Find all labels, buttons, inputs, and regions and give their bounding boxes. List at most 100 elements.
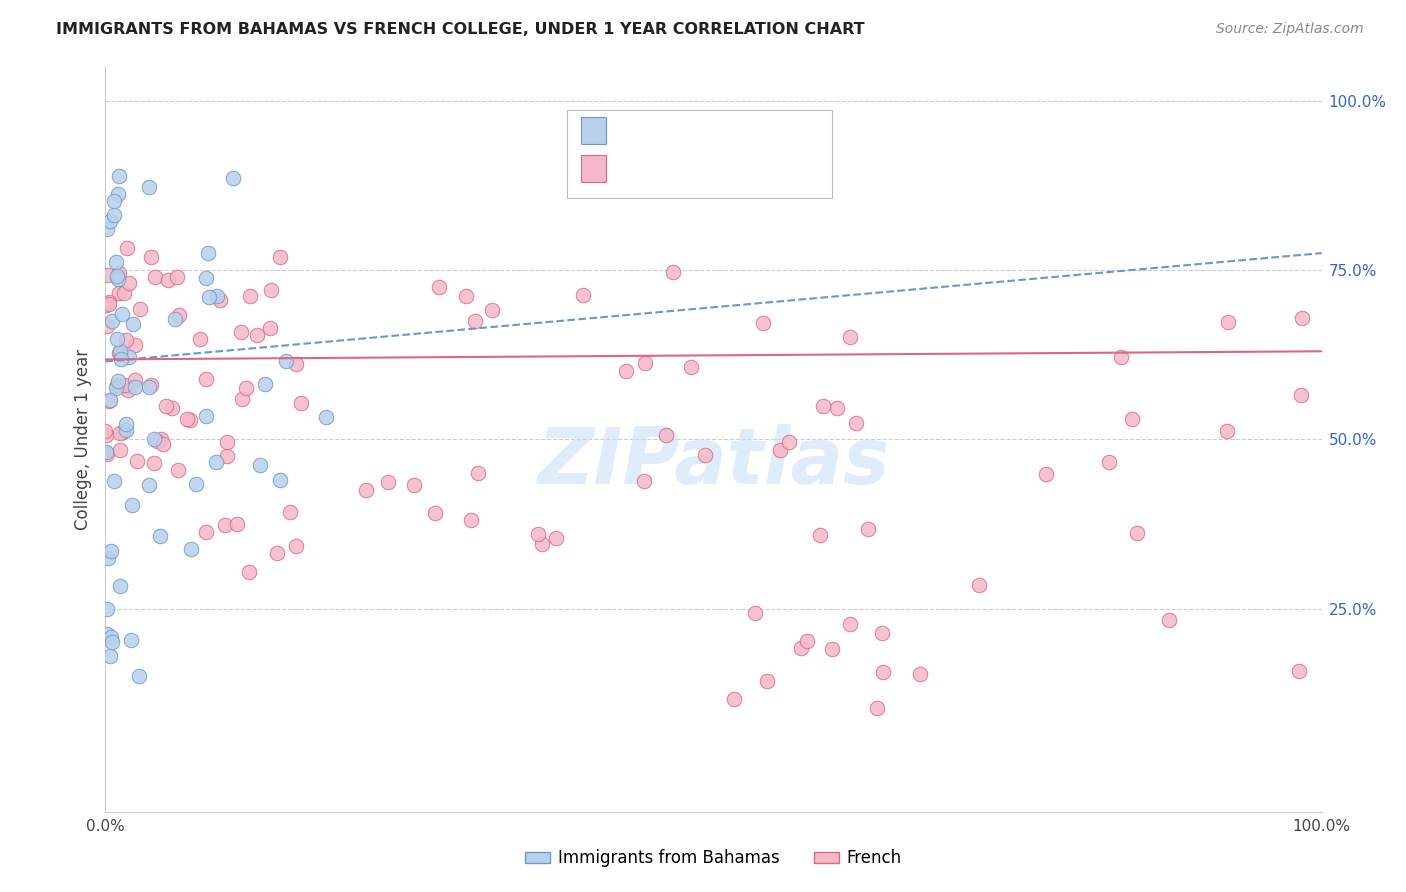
Point: [107, 378, 129, 392]
Point: [527, 527, 550, 541]
Point: [94, 298, 117, 312]
Point: [108, 442, 131, 457]
Point: [1109, 350, 1132, 364]
Point: [838, 329, 860, 343]
Point: [195, 372, 218, 386]
Point: [744, 606, 766, 620]
Point: [122, 317, 145, 331]
Point: [96, 318, 118, 333]
Point: [115, 334, 138, 348]
Point: [204, 455, 226, 469]
Point: [101, 634, 124, 648]
Point: [96, 222, 118, 236]
Point: [108, 579, 131, 593]
Text: Source: ZipAtlas.com: Source: ZipAtlas.com: [1216, 22, 1364, 37]
Text: IMMIGRANTS FROM BAHAMAS VS FRENCH COLLEGE, UNDER 1 YEAR CORRELATION CHART: IMMIGRANTS FROM BAHAMAS VS FRENCH COLLEG…: [56, 22, 865, 37]
Point: [145, 269, 167, 284]
Point: [155, 400, 177, 414]
Point: [839, 616, 862, 631]
Point: [98, 392, 121, 407]
Point: [111, 307, 134, 321]
Point: [97, 295, 120, 310]
Point: [96, 627, 118, 641]
Point: [117, 384, 139, 398]
Point: [107, 272, 129, 286]
Point: [105, 332, 128, 346]
Point: [105, 255, 128, 269]
Point: [246, 328, 269, 343]
Point: [238, 565, 260, 579]
Point: [872, 626, 894, 640]
Text: 55: 55: [755, 121, 778, 139]
Point: [127, 453, 149, 467]
Point: [129, 301, 152, 316]
Point: [103, 194, 125, 208]
Point: [290, 396, 312, 410]
Point: [107, 187, 129, 202]
Text: R =: R =: [617, 160, 655, 178]
Point: [423, 506, 446, 520]
Point: [110, 352, 132, 367]
Point: [221, 171, 243, 186]
Point: [354, 483, 377, 497]
Point: [167, 463, 190, 477]
Point: [176, 412, 198, 426]
Point: [278, 505, 301, 519]
Point: [138, 380, 160, 394]
Point: [180, 541, 202, 556]
Point: [194, 270, 217, 285]
Point: [810, 528, 832, 542]
Point: [467, 466, 489, 480]
Point: [231, 392, 253, 406]
Text: 0.025: 0.025: [658, 121, 710, 139]
Point: [239, 289, 262, 303]
Point: [184, 477, 207, 491]
Point: [103, 474, 125, 488]
Point: [197, 246, 219, 260]
Point: [789, 640, 811, 655]
Point: [235, 381, 257, 395]
Point: [544, 531, 567, 545]
Point: [858, 522, 880, 536]
Point: [811, 399, 834, 413]
Point: [209, 293, 232, 308]
Point: [266, 546, 288, 560]
Point: [821, 642, 844, 657]
Point: [460, 513, 482, 527]
Point: [179, 412, 201, 426]
Point: [1159, 613, 1181, 627]
Point: [114, 417, 136, 431]
Point: [120, 633, 142, 648]
Text: R =: R =: [617, 121, 655, 139]
Point: [108, 425, 131, 440]
Point: [910, 666, 932, 681]
Point: [769, 442, 792, 457]
Point: [260, 283, 283, 297]
Point: [94, 428, 117, 442]
Point: [377, 475, 399, 490]
Point: [195, 524, 218, 539]
Point: [138, 180, 160, 194]
Point: [100, 631, 122, 645]
Legend: Immigrants from Bahamas, French: Immigrants from Bahamas, French: [519, 843, 908, 874]
Point: [530, 537, 553, 551]
Point: [139, 377, 162, 392]
Point: [1121, 412, 1143, 426]
Point: [98, 649, 121, 664]
Point: [94, 424, 117, 438]
Point: [188, 333, 211, 347]
Point: [100, 544, 122, 558]
Point: [195, 409, 218, 424]
Point: [152, 437, 174, 451]
Point: [756, 673, 779, 688]
Point: [1288, 665, 1310, 679]
Point: [796, 634, 818, 648]
Point: [160, 401, 183, 415]
Point: [96, 447, 118, 461]
Point: [681, 359, 703, 374]
Point: [723, 691, 745, 706]
Point: [872, 665, 894, 679]
Point: [103, 208, 125, 222]
Point: [404, 477, 426, 491]
Point: [1035, 467, 1057, 481]
